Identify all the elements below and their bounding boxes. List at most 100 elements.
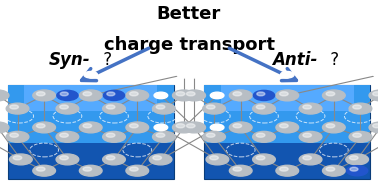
Circle shape [369,122,378,133]
Circle shape [181,167,194,174]
Circle shape [126,122,149,133]
Circle shape [60,133,68,137]
Circle shape [206,154,229,165]
Circle shape [106,133,115,137]
Circle shape [210,124,224,131]
Circle shape [233,124,242,128]
Circle shape [177,71,191,78]
Circle shape [187,71,201,78]
Circle shape [276,165,299,176]
Circle shape [176,92,185,96]
Circle shape [6,103,29,114]
Circle shape [353,133,361,137]
Circle shape [154,92,168,99]
Circle shape [322,90,345,101]
Circle shape [6,131,29,142]
Circle shape [183,90,206,101]
Circle shape [79,122,102,133]
Circle shape [349,103,372,114]
Circle shape [56,103,79,114]
Circle shape [33,165,56,176]
Circle shape [299,103,322,114]
Circle shape [106,156,115,160]
Circle shape [326,92,335,96]
Circle shape [13,156,22,160]
Circle shape [210,156,218,160]
Circle shape [280,167,288,171]
Circle shape [183,122,206,133]
Circle shape [229,90,252,101]
Circle shape [153,131,175,142]
Circle shape [107,92,115,96]
Circle shape [280,71,294,78]
Circle shape [233,167,242,171]
Circle shape [176,124,185,128]
Circle shape [229,122,252,133]
Circle shape [253,131,275,142]
Circle shape [349,131,372,142]
Circle shape [130,124,138,128]
Circle shape [153,103,175,114]
Bar [24,85,157,111]
Text: Better: Better [157,5,221,23]
Circle shape [56,154,79,165]
Circle shape [373,175,378,181]
Circle shape [349,156,358,160]
Circle shape [253,103,275,114]
Text: ?: ? [98,51,112,69]
Circle shape [299,131,322,142]
Circle shape [280,124,288,128]
Circle shape [60,156,68,160]
Circle shape [172,122,195,133]
Circle shape [57,90,78,100]
Bar [8,85,174,143]
Bar [8,85,174,179]
Circle shape [10,133,19,137]
Circle shape [156,105,165,109]
Circle shape [373,92,378,96]
Circle shape [153,156,161,160]
Circle shape [280,92,288,96]
Circle shape [299,154,322,165]
Circle shape [373,71,378,78]
Circle shape [156,133,165,137]
Circle shape [276,122,299,133]
Text: charge transport: charge transport [104,36,274,54]
Circle shape [186,124,195,128]
Circle shape [106,105,115,109]
Circle shape [79,90,102,101]
Bar [204,85,370,179]
Circle shape [83,124,91,128]
Circle shape [84,71,98,78]
Circle shape [233,92,242,96]
Circle shape [126,165,149,176]
Circle shape [303,133,311,137]
Circle shape [103,131,125,142]
Circle shape [60,92,68,96]
Circle shape [9,154,32,165]
Circle shape [206,133,215,137]
Circle shape [0,71,5,78]
Circle shape [322,122,345,133]
Text: Syn-: Syn- [49,51,91,69]
Circle shape [103,154,125,165]
Circle shape [276,90,299,101]
Circle shape [203,103,225,114]
Circle shape [322,165,345,176]
Circle shape [303,156,311,160]
Circle shape [206,105,215,109]
Circle shape [253,90,274,100]
Circle shape [104,90,125,100]
Bar [204,85,370,143]
Circle shape [373,124,378,128]
Circle shape [149,154,172,165]
Circle shape [130,92,138,96]
Circle shape [172,90,195,101]
Circle shape [33,122,56,133]
Circle shape [186,92,195,96]
Circle shape [130,167,138,171]
Circle shape [326,167,335,171]
Circle shape [229,165,252,176]
Circle shape [126,90,149,101]
Circle shape [256,156,265,160]
